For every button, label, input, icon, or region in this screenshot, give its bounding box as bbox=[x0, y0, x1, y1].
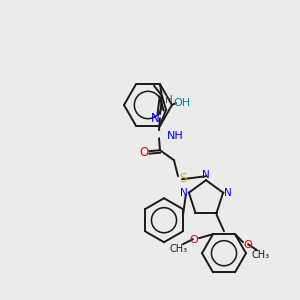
Text: NH: NH bbox=[167, 131, 184, 141]
Text: S: S bbox=[179, 172, 187, 185]
Text: N: N bbox=[151, 112, 159, 125]
Text: OH: OH bbox=[173, 98, 190, 108]
Text: O: O bbox=[140, 146, 148, 159]
Text: N: N bbox=[180, 188, 188, 198]
Text: CH₃: CH₃ bbox=[170, 244, 188, 254]
Text: H: H bbox=[165, 95, 173, 105]
Text: O: O bbox=[190, 235, 198, 245]
Text: N: N bbox=[224, 188, 232, 198]
Text: N: N bbox=[202, 170, 210, 180]
Text: CH₃: CH₃ bbox=[252, 250, 270, 260]
Text: O: O bbox=[244, 240, 252, 250]
